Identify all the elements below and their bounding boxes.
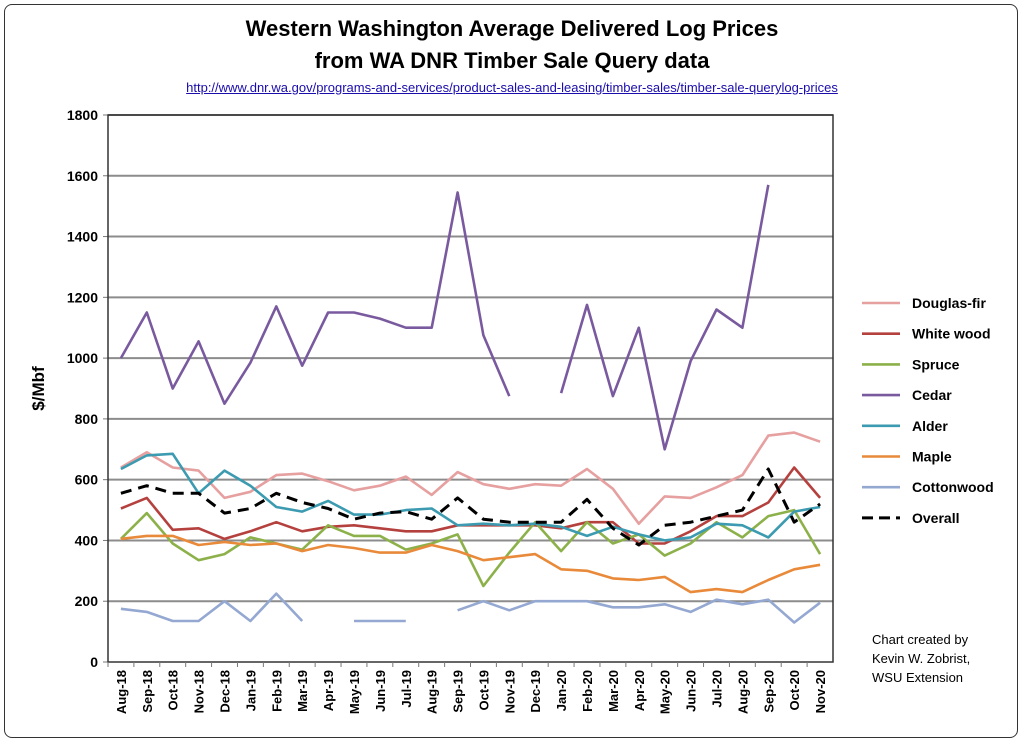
x-tick-label: Dec-19	[528, 670, 543, 713]
y-tick-label: 200	[75, 593, 99, 609]
x-tick-label: Jul-19	[399, 670, 414, 708]
credit-line: Chart created by	[872, 632, 969, 647]
chart-border	[4, 4, 1018, 738]
x-tick-label: Aug-20	[735, 670, 750, 714]
chart-subtitle: from WA DNR Timber Sale Query data	[314, 48, 710, 73]
y-tick-label: 1200	[67, 289, 98, 305]
x-tick-label: Apr-20	[632, 670, 647, 711]
legend-label: Alder	[912, 418, 948, 434]
x-tick-label: Apr-19	[321, 670, 336, 711]
x-tick-label: Nov-18	[192, 670, 207, 713]
x-tick-label: Jul-20	[709, 670, 724, 708]
x-tick-label: Oct-20	[787, 670, 802, 710]
legend-label: Spruce	[912, 356, 960, 372]
legend-label: Cedar	[912, 387, 952, 403]
x-tick-label: Feb-20	[580, 670, 595, 712]
chart-title: Western Washington Average Delivered Log…	[245, 16, 779, 41]
x-tick-label: Feb-19	[269, 670, 284, 712]
plot-area	[107, 114, 834, 663]
x-tick-label: Sep-18	[140, 670, 155, 713]
x-tick-label: Aug-19	[425, 670, 440, 714]
y-tick-label: 1600	[67, 168, 98, 184]
y-tick-label: 600	[75, 472, 99, 488]
series-line-cottonwood	[120, 592, 821, 624]
credit-line: Kevin W. Zobrist,	[872, 651, 971, 666]
x-tick-label: Sep-19	[451, 670, 466, 713]
x-tick-label: May-20	[658, 670, 673, 714]
x-tick-label: Jan-20	[554, 670, 569, 711]
series-line-cedar	[119, 184, 770, 451]
x-tick-label: Mar-19	[295, 670, 310, 712]
series-line-maple	[120, 534, 821, 594]
source-link[interactable]: http://www.dnr.wa.gov/programs-and-servi…	[186, 80, 838, 95]
series-line-douglas-fir	[120, 431, 821, 525]
x-tick-label: Mar-20	[606, 670, 621, 712]
x-tick-label: Nov-19	[502, 670, 517, 713]
x-tick-label: Oct-18	[166, 670, 181, 710]
x-tick-label: Sep-20	[761, 670, 776, 713]
series-line-overall	[120, 467, 821, 547]
y-tick-label: 1400	[67, 229, 98, 245]
x-tick-label: May-19	[347, 670, 362, 714]
y-tick-label: 400	[75, 532, 99, 548]
x-tick-label: Jun-20	[684, 670, 699, 712]
x-tick-label: Nov-20	[813, 670, 828, 713]
y-tick-label: 0	[90, 654, 98, 670]
chart-credit: Chart created by Kevin W. Zobrist, WSU E…	[872, 630, 970, 687]
y-tick-label: 1800	[67, 107, 98, 123]
x-tick-label: Dec-18	[218, 670, 233, 713]
legend-label: Maple	[912, 449, 952, 465]
y-axis-label: $/Mbf	[29, 366, 48, 411]
y-tick-label: 1000	[67, 350, 98, 366]
x-tick-label: Aug-18	[114, 670, 129, 714]
x-tick-label: Jun-19	[373, 670, 388, 712]
legend-label: Douglas-fir	[912, 295, 986, 311]
legend-label: White wood	[912, 326, 991, 342]
y-tick-label: 800	[75, 411, 99, 427]
x-tick-label: Oct-19	[476, 670, 491, 710]
legend-label: Overall	[912, 510, 959, 526]
x-tick-label: Jan-19	[243, 670, 258, 711]
series-line-alder	[120, 452, 821, 542]
series-line-spruce	[119, 508, 822, 588]
legend-label: Cottonwood	[912, 479, 994, 495]
credit-line: WSU Extension	[872, 670, 964, 685]
